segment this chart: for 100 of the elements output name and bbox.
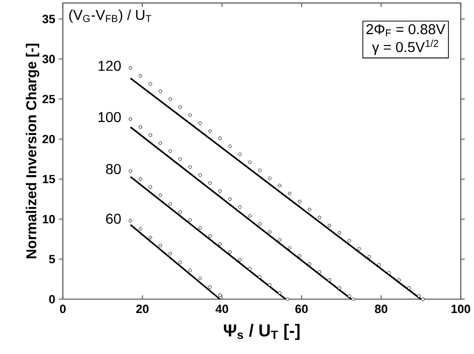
point — [417, 294, 421, 298]
point — [128, 117, 132, 121]
point — [298, 200, 302, 204]
point — [138, 74, 142, 78]
x-tick-label: 100 — [452, 304, 470, 314]
point — [377, 263, 381, 266]
point — [421, 297, 425, 301]
point — [158, 193, 162, 197]
point — [397, 278, 401, 282]
point — [208, 234, 212, 238]
legend-title: (V$_{G}$-V$_{FB}$) / U$_{T}$ — [69, 9, 152, 23]
series-label: 100 — [98, 112, 121, 122]
point — [168, 252, 172, 256]
point — [128, 169, 132, 173]
y-axis-title: Normalized Inversion Charge [-] — [26, 44, 40, 258]
point — [188, 113, 192, 117]
point — [367, 254, 371, 258]
y-tick-label: 10 — [42, 214, 55, 224]
point — [138, 125, 142, 129]
x-tick-label: 60 — [295, 304, 308, 314]
point — [228, 250, 232, 254]
point — [148, 82, 152, 86]
point — [407, 286, 411, 290]
point — [218, 189, 222, 193]
point — [348, 294, 352, 298]
point — [238, 205, 242, 209]
point — [168, 202, 172, 206]
point — [248, 160, 252, 164]
point — [128, 66, 132, 70]
point — [268, 283, 272, 286]
point — [338, 286, 342, 290]
y-tick-label: 35 — [42, 14, 56, 24]
point — [188, 218, 192, 222]
point — [278, 184, 282, 188]
y-tick-label: 30 — [42, 54, 55, 64]
point — [218, 293, 222, 297]
point — [178, 105, 182, 109]
point — [178, 210, 182, 214]
x-tick-label: 80 — [374, 304, 388, 314]
point — [352, 297, 356, 301]
point — [198, 173, 202, 177]
point — [148, 185, 152, 189]
point — [248, 214, 252, 218]
point — [338, 230, 342, 234]
point — [358, 246, 362, 250]
point — [208, 285, 212, 289]
point — [258, 275, 262, 278]
point — [218, 242, 222, 246]
point — [298, 254, 302, 258]
point — [308, 262, 312, 266]
point — [198, 226, 202, 230]
point — [308, 208, 312, 212]
point — [286, 297, 290, 301]
point — [258, 168, 262, 172]
point — [278, 291, 282, 294]
point — [278, 238, 282, 242]
point — [128, 218, 132, 222]
point — [208, 129, 212, 133]
x-axis-title: Ψ$_{s}$ / U$_{T}$ [-] — [224, 324, 300, 340]
series-label: 80 — [106, 164, 121, 174]
point — [348, 238, 352, 242]
point — [288, 246, 292, 250]
annotation: γ = 0.5V$^{1/2}$ — [372, 40, 438, 55]
point — [188, 165, 192, 169]
point — [288, 192, 292, 196]
point — [148, 236, 152, 240]
point — [158, 141, 162, 145]
point — [228, 197, 232, 201]
point — [158, 89, 162, 93]
point — [318, 216, 322, 220]
point — [178, 260, 182, 264]
point — [198, 276, 202, 280]
y-tick-label: 15 — [42, 174, 56, 184]
point — [268, 176, 272, 180]
point — [218, 136, 222, 140]
point — [148, 133, 152, 137]
annotation: 2Φ$_{F}$ = 0.88V — [366, 24, 446, 36]
point — [387, 271, 391, 274]
x-tick-label: 20 — [136, 304, 149, 314]
point — [178, 157, 182, 161]
point — [188, 268, 192, 272]
point — [138, 177, 142, 181]
point — [238, 152, 242, 156]
x-tick-label: 0 — [60, 304, 66, 314]
y-tick-label: 20 — [42, 134, 55, 144]
x-tick-label: 40 — [216, 304, 228, 314]
point — [258, 222, 262, 226]
series-label: 120 — [98, 60, 121, 71]
point — [328, 278, 332, 282]
point — [238, 258, 242, 262]
series-label: 60 — [106, 214, 121, 224]
y-tick-label: 5 — [49, 254, 56, 264]
point — [138, 226, 142, 230]
point — [248, 267, 252, 270]
point — [328, 224, 332, 228]
y-tick-label: 25 — [42, 94, 56, 104]
point — [268, 230, 272, 234]
point — [208, 181, 212, 185]
point — [228, 144, 232, 148]
point — [198, 121, 202, 125]
